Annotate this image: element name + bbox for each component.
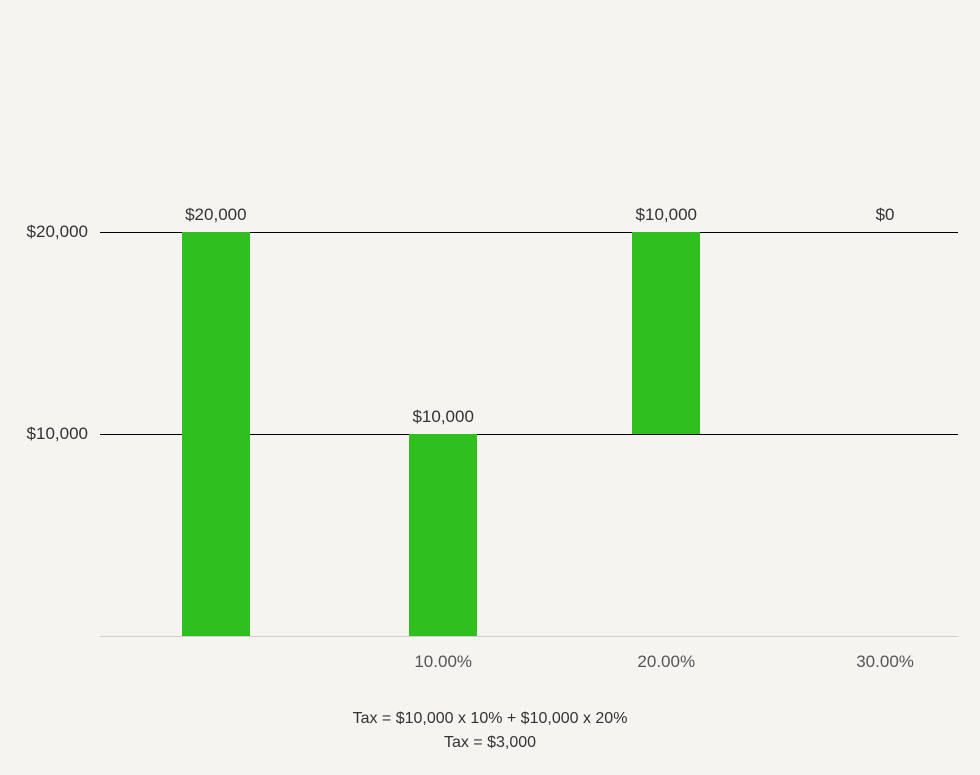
bar-value-label: $10,000 — [636, 205, 697, 225]
x-tick-label: 30.00% — [856, 652, 914, 672]
caption-line: Tax = $3,000 — [0, 734, 980, 752]
x-tick-label: 20.00% — [637, 652, 695, 672]
x-axis-baseline — [100, 636, 958, 637]
bar-value-label: $20,000 — [185, 205, 246, 225]
x-tick-label: 10.00% — [414, 652, 472, 672]
bar — [182, 232, 250, 636]
tax-bracket-chart: $10,000 $20,000 Tax = $10,000 x 10% + $10… — [0, 0, 980, 775]
plot-area — [100, 232, 958, 636]
bar-value-label: $0 — [876, 205, 895, 225]
bar — [632, 232, 700, 434]
caption-line: Tax = $10,000 x 10% + $10,000 x 20% — [0, 710, 980, 728]
bar-value-label: $10,000 — [412, 407, 473, 427]
bar — [409, 434, 477, 636]
y-tick-label: $10,000 — [0, 424, 88, 444]
y-tick-label: $20,000 — [0, 222, 88, 242]
